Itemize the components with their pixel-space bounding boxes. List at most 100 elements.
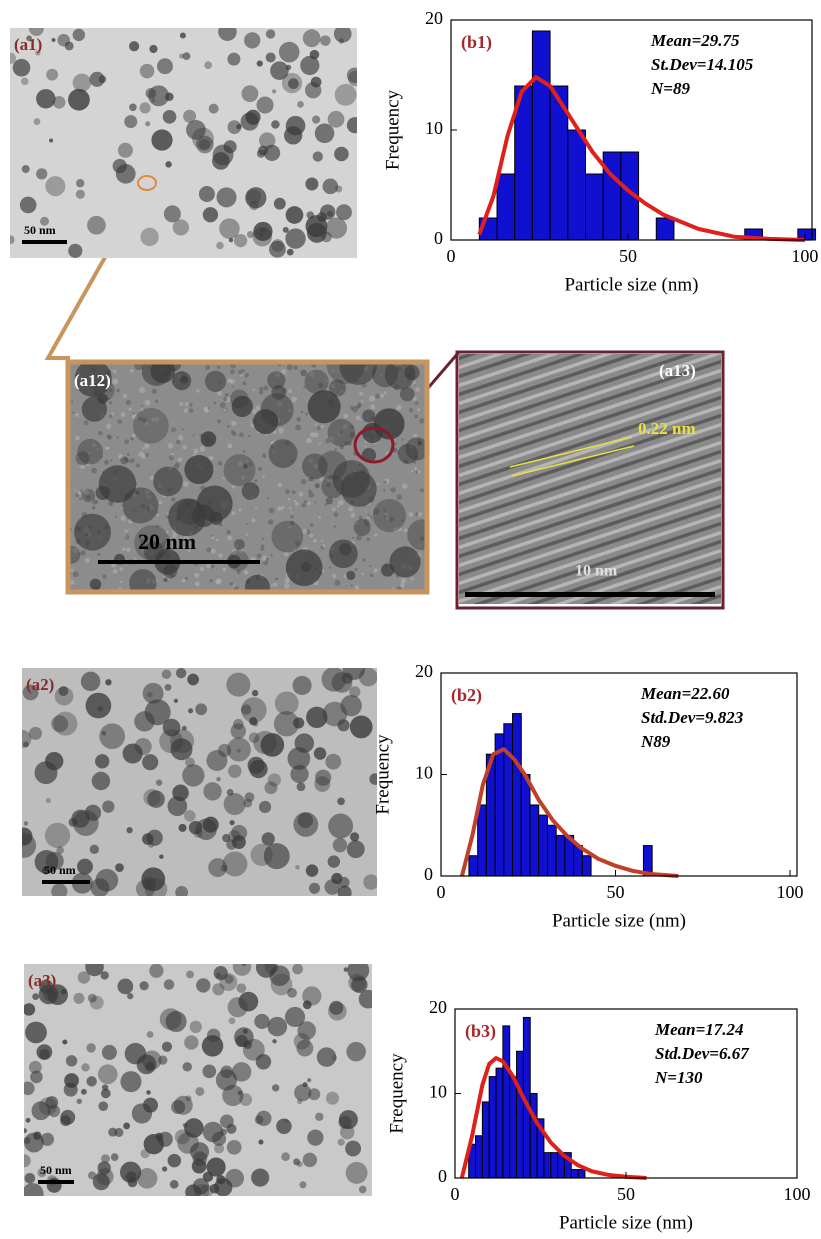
particle <box>271 384 287 400</box>
scale-label: 10 nm <box>575 563 618 580</box>
particle <box>202 1064 217 1079</box>
particle <box>129 41 140 52</box>
image-texture <box>238 432 244 438</box>
image-texture <box>333 525 337 528</box>
particle <box>320 35 331 46</box>
particle <box>296 1039 314 1057</box>
particle <box>301 561 312 572</box>
particle <box>10 52 17 64</box>
particle <box>200 431 217 447</box>
image-texture <box>300 410 304 414</box>
particle <box>293 1158 301 1166</box>
bar <box>475 1135 483 1179</box>
particle <box>334 83 357 106</box>
particle <box>255 964 277 978</box>
image-texture <box>158 500 163 505</box>
particle <box>163 979 175 990</box>
particle <box>202 207 219 223</box>
particle <box>92 1173 110 1191</box>
particle <box>267 371 286 390</box>
particle <box>227 997 248 1018</box>
particle <box>86 1043 96 1053</box>
bar <box>602 151 622 241</box>
image-texture <box>194 572 200 578</box>
image-texture <box>394 442 397 446</box>
particle <box>142 754 159 771</box>
image-texture <box>231 511 236 516</box>
image-texture <box>309 523 314 527</box>
particle <box>346 117 357 134</box>
particle <box>89 578 102 590</box>
particle <box>252 227 273 247</box>
bar <box>496 173 516 241</box>
particle <box>245 187 267 209</box>
image-texture <box>291 490 296 495</box>
particle <box>253 730 277 755</box>
image-texture <box>325 438 331 444</box>
lattice-fringe <box>472 521 721 604</box>
particle <box>24 1003 36 1016</box>
particle <box>175 668 187 679</box>
particle <box>146 1090 151 1095</box>
particle <box>293 717 305 729</box>
image-texture <box>125 399 131 406</box>
image-texture <box>106 434 113 440</box>
image-texture <box>331 369 335 372</box>
particle <box>220 864 228 872</box>
image-texture <box>218 523 223 527</box>
particle <box>45 176 66 197</box>
particle <box>346 1041 366 1062</box>
image-texture <box>112 569 118 574</box>
particle <box>338 38 345 44</box>
particle <box>281 72 303 94</box>
image-texture <box>414 414 419 419</box>
particle <box>117 142 133 158</box>
scale-bar <box>98 560 260 564</box>
particle <box>51 37 56 43</box>
particle <box>327 418 356 447</box>
particle <box>238 991 259 1012</box>
particle <box>226 1139 242 1155</box>
image-texture <box>413 433 418 439</box>
image-texture <box>285 489 290 495</box>
image-texture <box>261 555 268 562</box>
image-texture <box>217 461 223 466</box>
particle <box>185 757 195 768</box>
particle <box>153 466 183 497</box>
particle <box>331 1055 337 1061</box>
image-texture <box>245 459 248 462</box>
image-texture <box>116 388 120 393</box>
particle <box>140 227 159 247</box>
particle <box>76 1098 83 1105</box>
image-texture <box>418 544 421 547</box>
image-texture <box>222 408 227 412</box>
image-texture <box>359 419 362 422</box>
bar <box>481 1101 490 1179</box>
particle <box>126 827 133 834</box>
particle <box>151 129 173 151</box>
lattice-fringe <box>459 476 721 568</box>
particle <box>267 1016 288 1037</box>
particle <box>70 545 81 564</box>
particle <box>161 1041 173 1052</box>
image-texture <box>84 558 90 563</box>
particle <box>245 109 261 125</box>
particle <box>24 1172 36 1184</box>
image-texture <box>129 458 135 464</box>
particle <box>232 964 252 976</box>
image-texture <box>362 558 366 562</box>
image-texture <box>117 419 123 424</box>
panel-label: (a12) <box>74 371 111 390</box>
scale-label: 20 nm <box>138 529 196 554</box>
image-texture <box>328 566 332 569</box>
tem-image <box>24 964 372 1196</box>
image-texture <box>320 424 324 429</box>
particle <box>186 970 194 979</box>
particle <box>80 671 101 692</box>
particle <box>170 738 193 761</box>
image-texture <box>254 479 258 483</box>
particle <box>142 682 164 704</box>
image-texture <box>122 547 126 552</box>
particle <box>315 1112 324 1122</box>
particle <box>101 731 106 736</box>
